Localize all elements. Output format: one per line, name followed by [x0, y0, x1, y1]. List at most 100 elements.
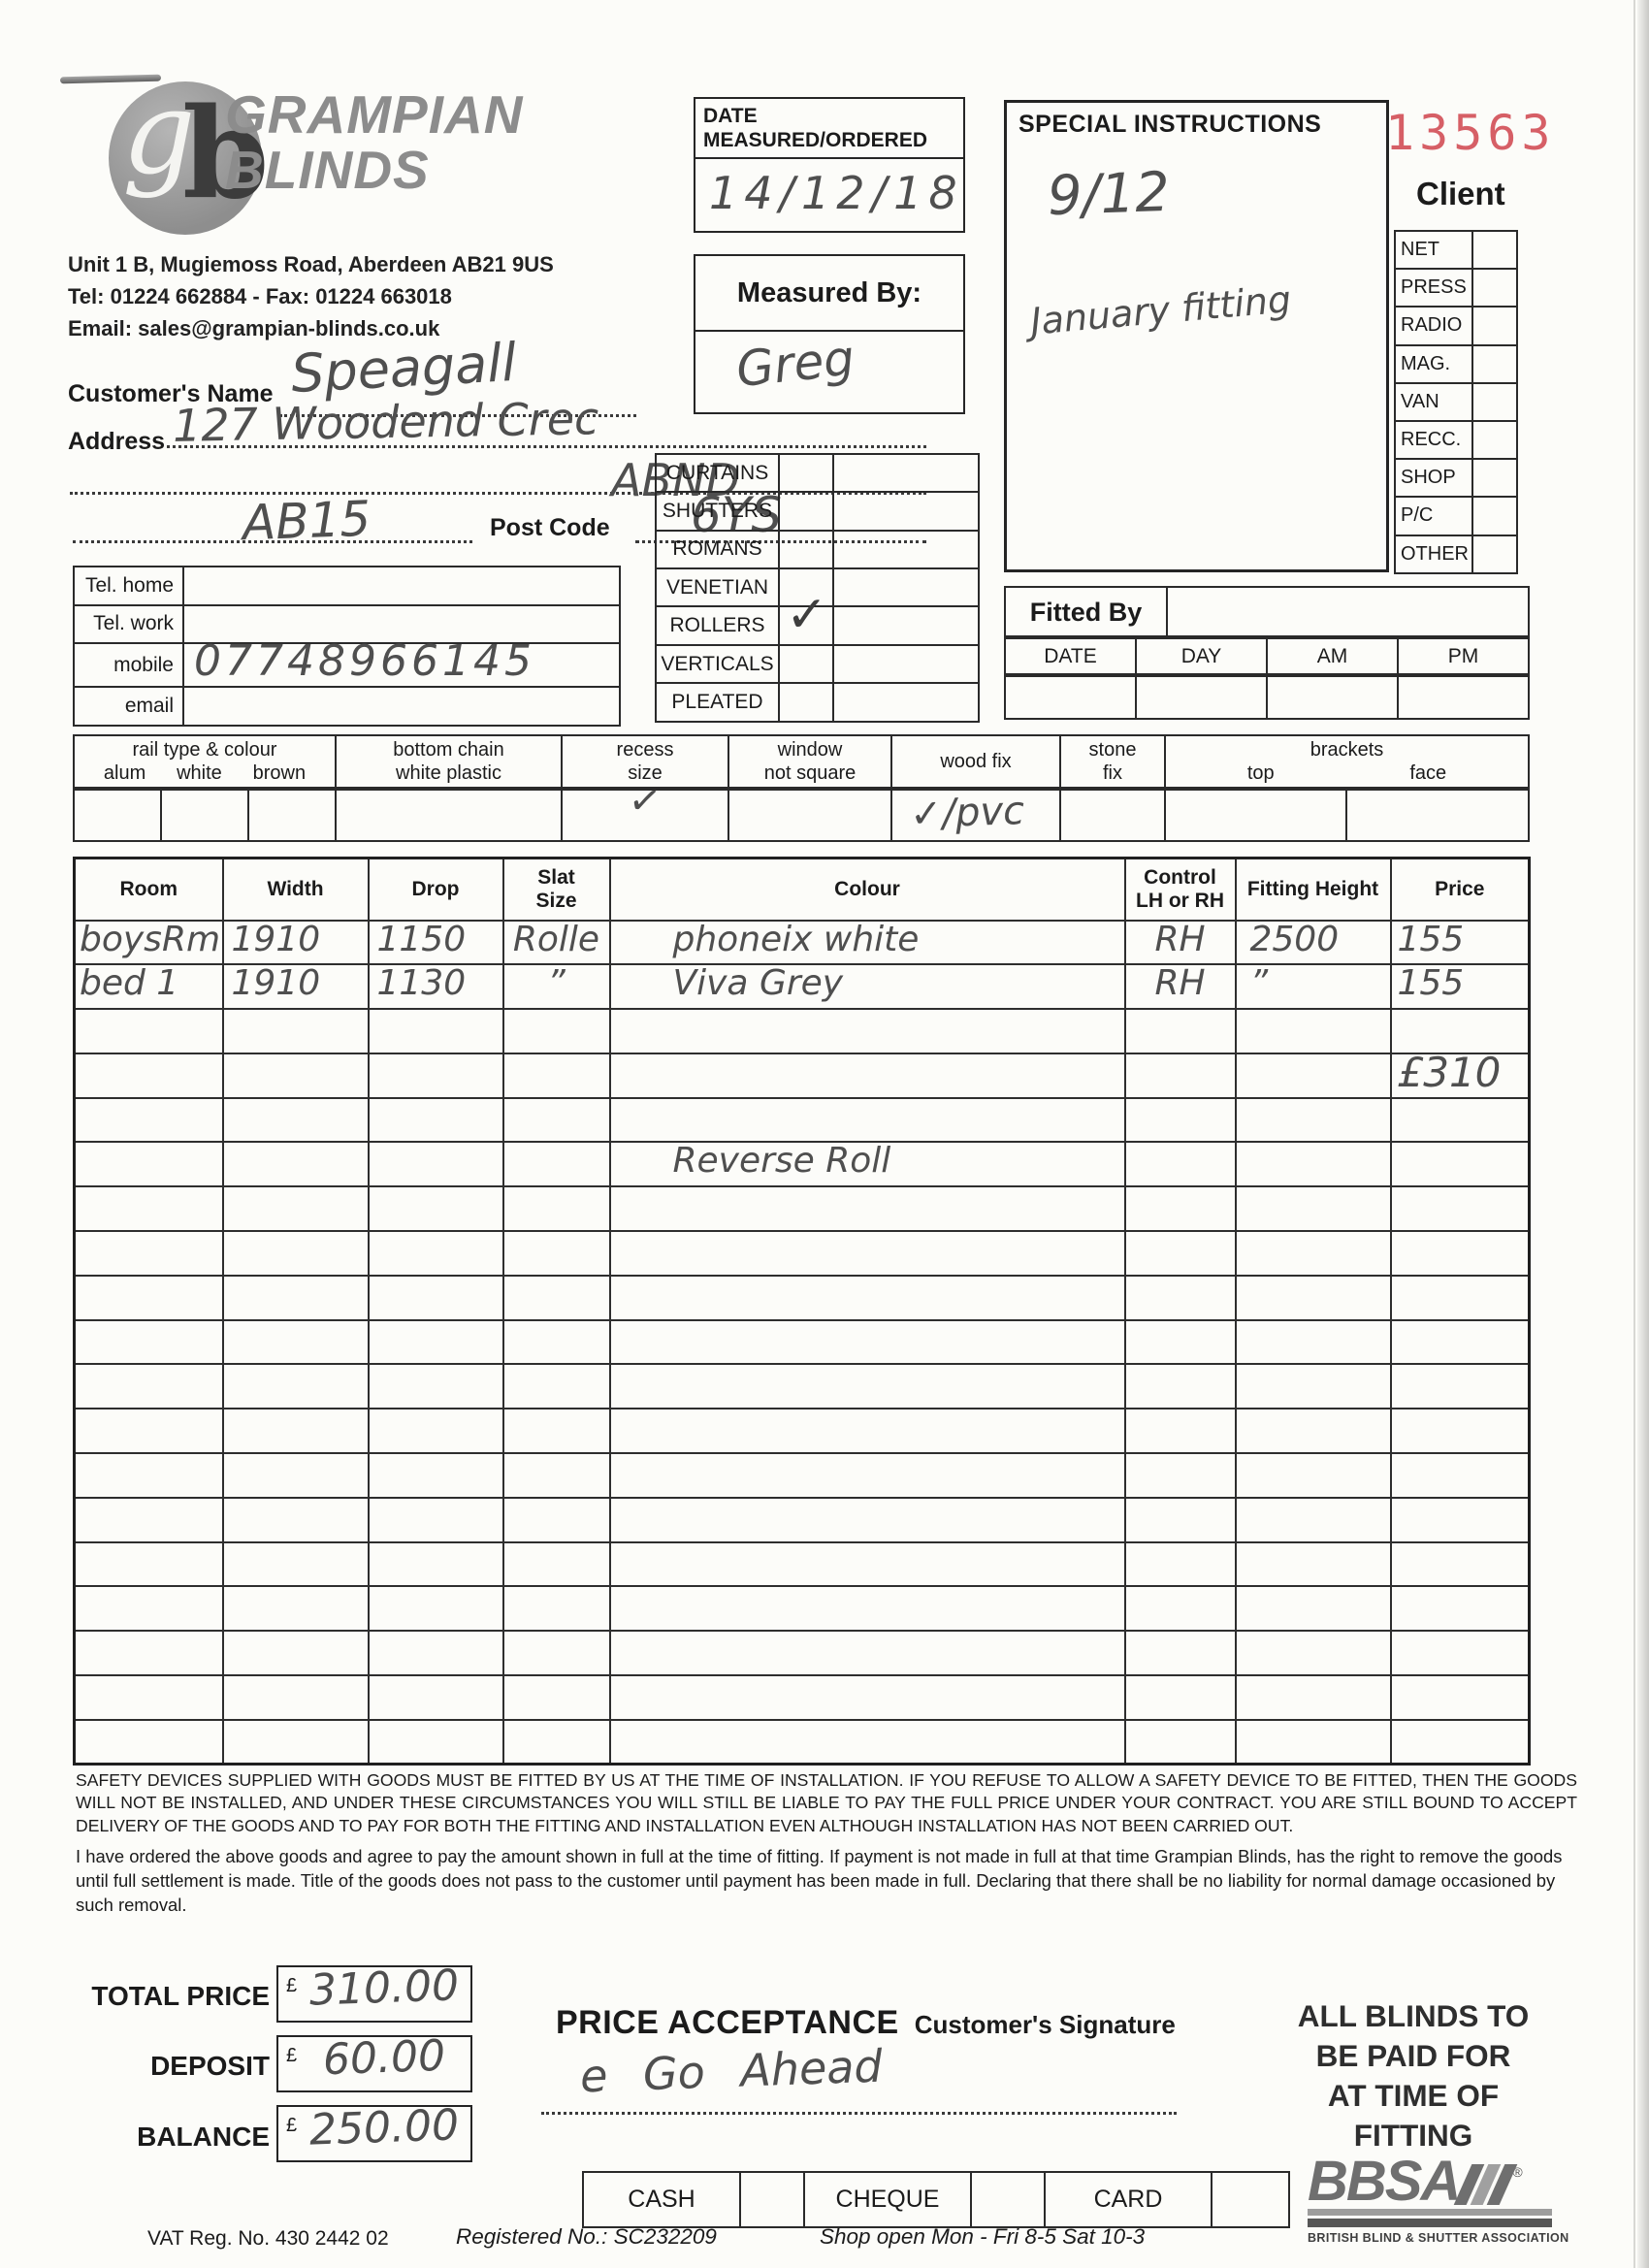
order-cell-control[interactable]	[1123, 1274, 1237, 1321]
order-cell-price[interactable]	[1389, 1230, 1531, 1277]
product-type-checkbox[interactable]	[778, 491, 834, 532]
order-cell-colour[interactable]	[608, 1674, 1126, 1721]
order-cell-slat[interactable]	[501, 1585, 611, 1633]
order-cell-room[interactable]	[73, 1185, 224, 1233]
client-source-checkbox[interactable]	[1471, 306, 1518, 346]
order-cell-width[interactable]	[221, 1718, 370, 1766]
address-field-line1[interactable]	[167, 407, 926, 448]
window-cell[interactable]	[728, 787, 892, 842]
order-cell-drop[interactable]	[367, 1185, 504, 1233]
order-cell-slat[interactable]	[501, 1540, 611, 1588]
order-cell-colour[interactable]	[608, 1452, 1126, 1499]
order-cell-fitting[interactable]	[1234, 1363, 1392, 1410]
order-cell-colour[interactable]	[608, 1630, 1126, 1677]
order-cell-width[interactable]	[221, 1274, 370, 1321]
order-cell-price[interactable]: 155	[1389, 920, 1531, 966]
product-type-checkbox[interactable]	[778, 682, 834, 723]
order-cell-fitting[interactable]	[1234, 1585, 1392, 1633]
fitted-by-name-cell[interactable]	[1166, 586, 1530, 639]
contact-value-cell[interactable]	[182, 686, 621, 727]
order-cell-drop[interactable]	[367, 1141, 504, 1188]
deposit-box[interactable]: £ 60.00	[276, 2031, 472, 2092]
client-source-checkbox[interactable]	[1471, 458, 1518, 499]
fitted-pm-cell[interactable]	[1397, 673, 1530, 720]
order-cell-slat[interactable]	[501, 1674, 611, 1721]
order-cell-price[interactable]	[1389, 1363, 1531, 1410]
order-cell-fitting[interactable]: 2500	[1234, 920, 1392, 966]
order-cell-control[interactable]	[1123, 1452, 1237, 1499]
client-source-checkbox[interactable]	[1471, 381, 1518, 422]
order-cell-price[interactable]	[1389, 1630, 1531, 1677]
order-cell-room[interactable]	[73, 1363, 224, 1410]
client-source-checkbox[interactable]	[1471, 534, 1518, 574]
order-cell-fitting[interactable]: ”	[1234, 963, 1392, 1011]
order-cell-drop[interactable]	[367, 1230, 504, 1277]
rail-white-cell[interactable]	[160, 787, 249, 842]
brackets-face-cell[interactable]	[1345, 787, 1530, 842]
order-cell-drop[interactable]	[367, 1585, 504, 1633]
order-cell-colour[interactable]	[608, 1274, 1126, 1321]
order-cell-slat[interactable]: ”	[501, 963, 611, 1011]
product-type-note-cell[interactable]	[832, 605, 980, 647]
measured-by-value[interactable]: Greg	[733, 329, 857, 399]
order-cell-fitting[interactable]	[1234, 1718, 1392, 1766]
order-cell-price[interactable]	[1389, 1318, 1531, 1366]
order-cell-control[interactable]	[1123, 1540, 1237, 1588]
order-cell-drop[interactable]	[367, 1096, 504, 1144]
address-field-line2[interactable]	[70, 458, 926, 495]
order-cell-drop[interactable]	[367, 1630, 504, 1677]
order-cell-slat[interactable]	[501, 1452, 611, 1499]
order-cell-colour[interactable]	[608, 1052, 1126, 1099]
order-cell-fitting[interactable]	[1234, 1274, 1392, 1321]
card-checkbox[interactable]	[1211, 2171, 1290, 2228]
order-cell-control[interactable]	[1123, 1630, 1237, 1677]
order-cell-price[interactable]	[1389, 1452, 1531, 1499]
order-cell-price[interactable]	[1389, 1141, 1531, 1188]
order-cell-fitting[interactable]	[1234, 1674, 1392, 1721]
order-cell-colour[interactable]	[608, 1096, 1126, 1144]
order-cell-width[interactable]	[221, 1052, 370, 1099]
address-field-line3[interactable]	[73, 504, 472, 543]
order-cell-fitting[interactable]	[1234, 1408, 1392, 1455]
order-cell-width[interactable]	[221, 1452, 370, 1499]
balance-box[interactable]: £ 250.00	[276, 2100, 472, 2162]
order-cell-room[interactable]	[73, 1096, 224, 1144]
order-cell-width[interactable]	[221, 1230, 370, 1277]
order-cell-slat[interactable]: Rolle	[501, 920, 611, 966]
contact-value-cell[interactable]: 07748966145	[182, 636, 621, 688]
order-cell-price[interactable]	[1389, 1096, 1531, 1144]
order-cell-price[interactable]	[1389, 1008, 1531, 1054]
product-type-note-cell[interactable]	[832, 529, 980, 569]
product-type-checkbox[interactable]	[778, 567, 834, 608]
order-cell-fitting[interactable]	[1234, 1630, 1392, 1677]
order-cell-room[interactable]	[73, 1230, 224, 1277]
customer-name-field[interactable]	[279, 361, 636, 417]
order-cell-fitting[interactable]	[1234, 1318, 1392, 1366]
order-cell-room[interactable]	[73, 1630, 224, 1677]
fitted-day-cell[interactable]	[1135, 673, 1268, 720]
order-cell-colour[interactable]	[608, 1496, 1126, 1543]
order-cell-fitting[interactable]	[1234, 1008, 1392, 1054]
order-cell-control[interactable]	[1123, 1408, 1237, 1455]
order-cell-room[interactable]	[73, 1540, 224, 1588]
fitted-am-cell[interactable]	[1266, 673, 1399, 720]
product-type-note-cell[interactable]	[832, 644, 980, 685]
order-cell-control[interactable]: RH	[1123, 963, 1237, 1011]
order-cell-control[interactable]	[1123, 1008, 1237, 1054]
order-cell-drop[interactable]	[367, 1452, 504, 1499]
order-cell-slat[interactable]	[501, 1363, 611, 1410]
order-cell-fitting[interactable]	[1234, 1185, 1392, 1233]
order-cell-width[interactable]	[221, 1540, 370, 1588]
order-cell-slat[interactable]	[501, 1185, 611, 1233]
order-cell-drop[interactable]	[367, 1408, 504, 1455]
client-source-checkbox[interactable]	[1471, 419, 1518, 461]
order-cell-slat[interactable]	[501, 1408, 611, 1455]
order-cell-width[interactable]	[221, 1318, 370, 1366]
order-cell-room[interactable]	[73, 1408, 224, 1455]
order-cell-room[interactable]	[73, 1496, 224, 1543]
order-cell-room[interactable]	[73, 1718, 224, 1766]
product-type-note-cell[interactable]	[832, 682, 980, 723]
order-cell-drop[interactable]: 1150	[367, 920, 504, 966]
order-cell-slat[interactable]	[501, 1630, 611, 1677]
order-cell-colour[interactable]	[608, 1008, 1126, 1054]
